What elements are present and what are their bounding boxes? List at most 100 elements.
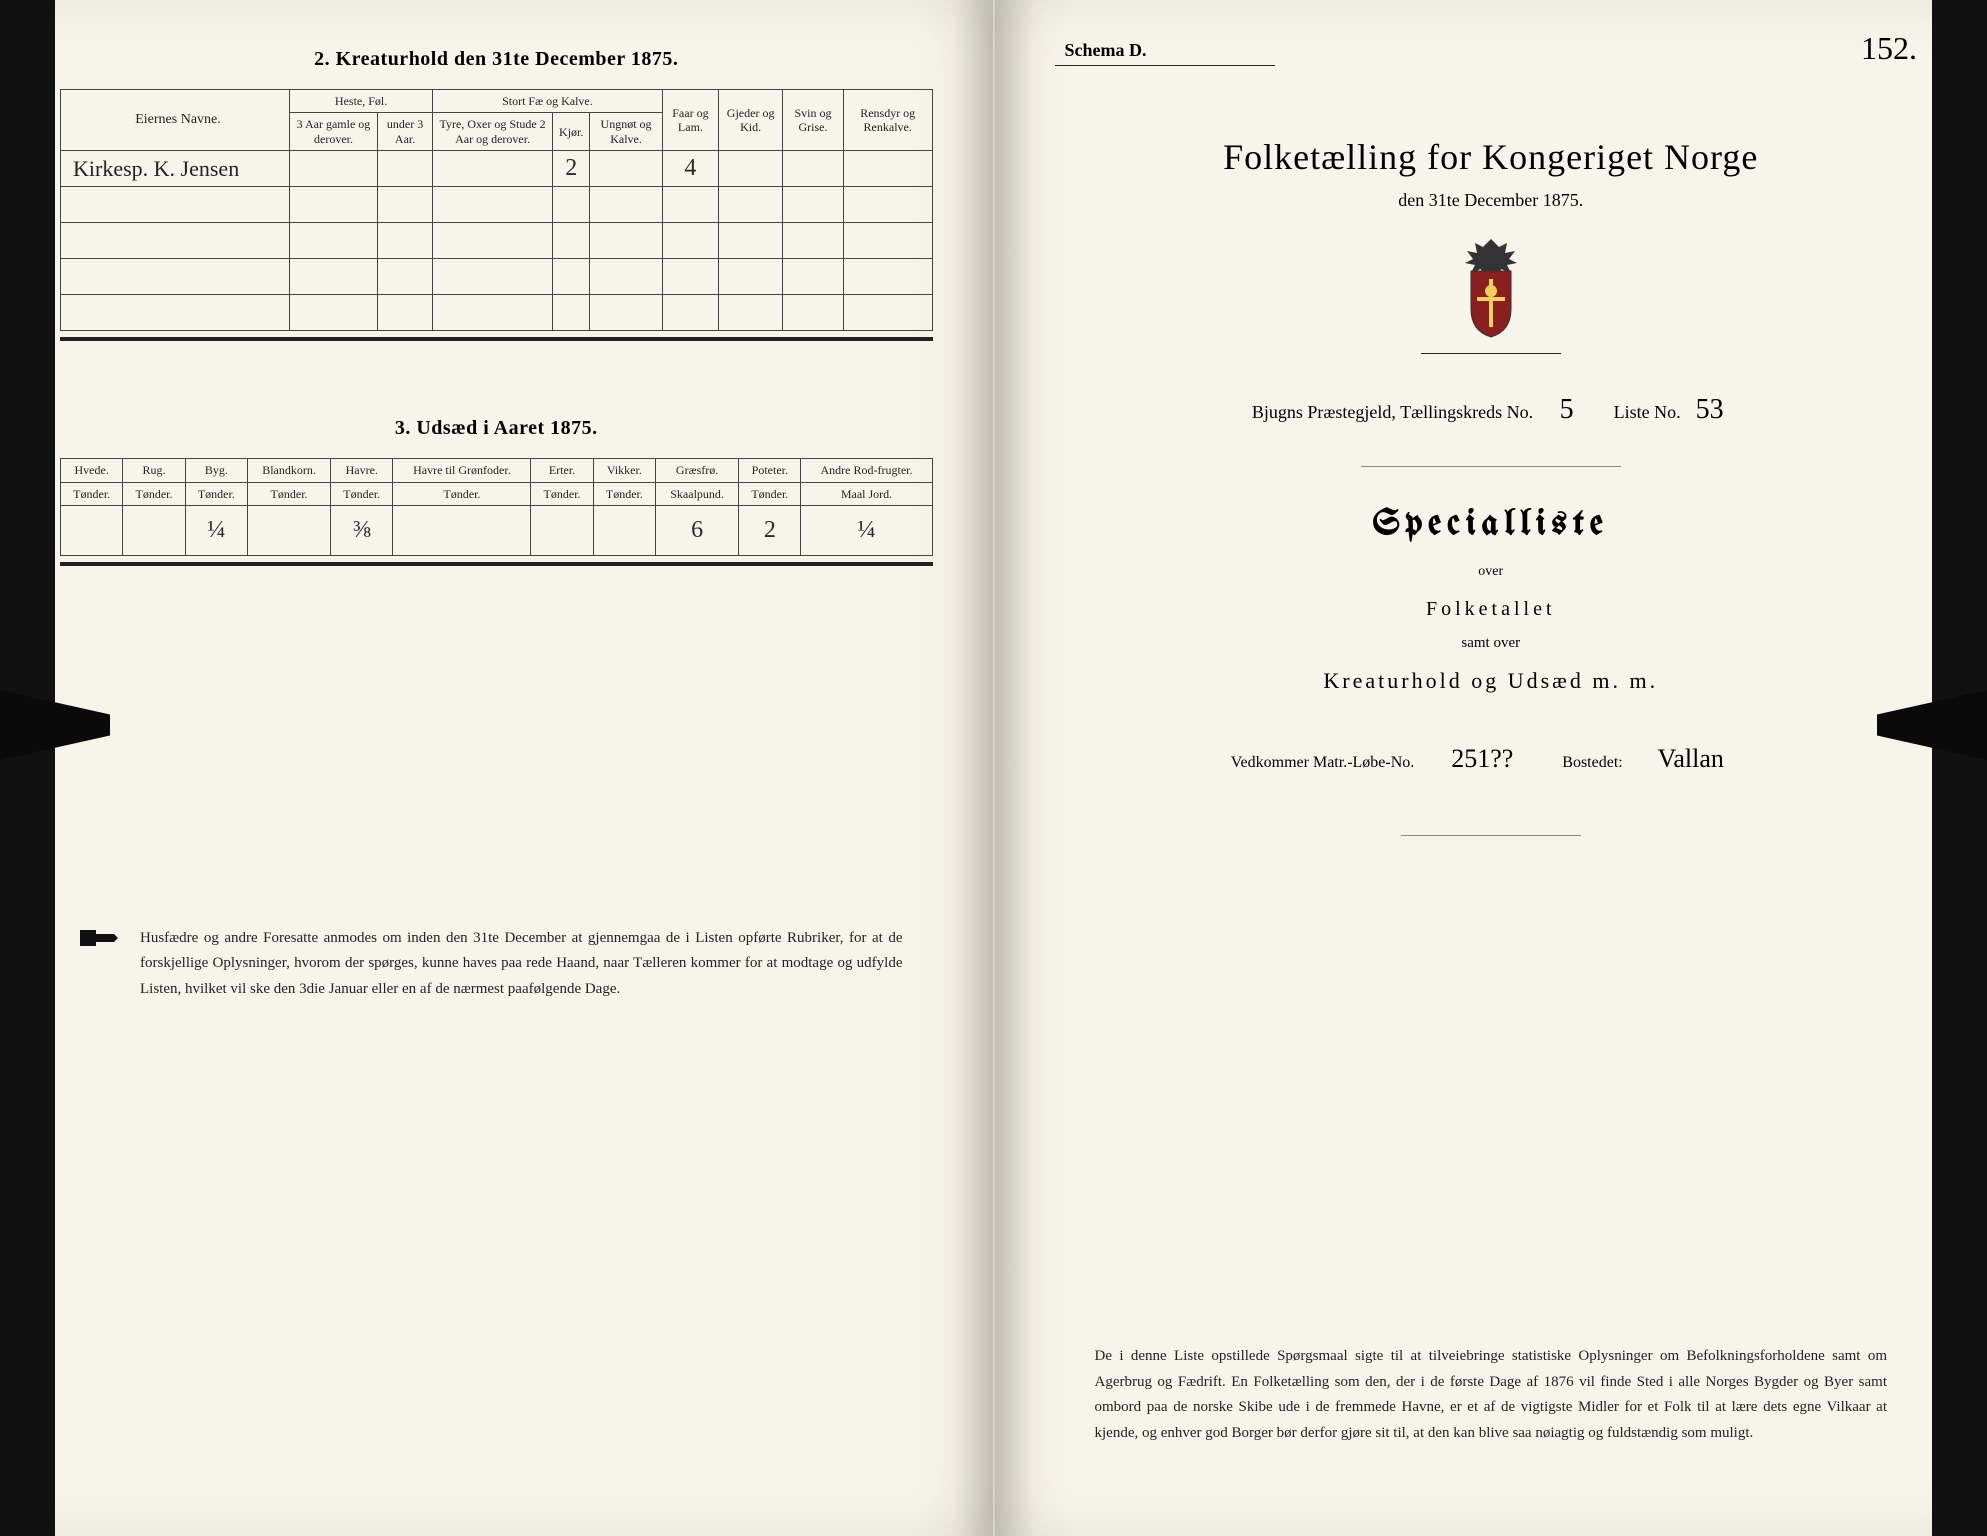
right-page: Schema D. 152. Folketælling for Kongerig… [995,0,1987,1536]
value-cell [377,259,432,295]
value-cell [719,295,783,331]
group-stort: Stort Fæ og Kalve. [433,90,663,113]
value-cell [662,295,718,331]
spine-shadow [953,0,993,1536]
divider-2 [1401,835,1581,836]
kreatur-line: Kreaturhold og Udsæd m. m. [1055,668,1928,694]
value-cell [783,151,844,187]
subtitle: den 31te December 1875. [1055,190,1928,211]
section2-title: 2. Kreaturhold den 31te December 1875. [60,48,933,71]
value-cell: 2 [553,151,590,187]
col-havre: Havre. [331,459,393,482]
value-cell [590,295,662,331]
col-faar: Faar og Lam. [662,90,718,151]
unit-andre: Maal Jord. [801,482,932,505]
value-cell [553,259,590,295]
value-cell [843,187,932,223]
kreaturhold-table: Eiernes Navne. Heste, Føl. Stort Fæ og K… [60,89,933,331]
section3-title: 3. Udsæd i Aaret 1875. [60,417,933,440]
value-cell [553,223,590,259]
book-spread: 2. Kreaturhold den 31te December 1875. E… [0,0,1987,1536]
value-cell [719,223,783,259]
left-page: 2. Kreaturhold den 31te December 1875. E… [0,0,995,1536]
value-rug [123,505,185,555]
specialliste-heading: Specialliste [1055,507,1928,544]
value-cell [433,151,553,187]
value-cell [843,223,932,259]
group-heste: Heste, Føl. [290,90,433,113]
table-row [61,259,933,295]
left-footnote: Husfædre og andre Foresatte anmodes om i… [60,926,933,1003]
value-vikker [593,505,655,555]
unit-havre: Tønder. [331,482,393,505]
value-cell [719,151,783,187]
value-hvede [61,505,123,555]
liste-label: Liste No. [1614,402,1681,422]
book-edge-left [0,0,55,1536]
unit-graesfro: Skaalpund. [656,482,739,505]
divider-1 [1361,466,1621,467]
value-cell [377,295,432,331]
col-stort-b: Kjør. [553,113,590,151]
value-cell [433,187,553,223]
book-edge-right [1932,0,1987,1536]
value-cell [590,187,662,223]
value-andre: ¼ [801,505,932,555]
value-cell [843,259,932,295]
value-cell [290,259,378,295]
col-andre: Andre Rod-frugter. [801,459,932,482]
matr-no: 251?? [1422,744,1542,775]
value-cell [843,295,932,331]
col-gjeder: Gjeder og Kid. [719,90,783,151]
unit-hvede: Tønder. [61,482,123,505]
value-cell [377,151,432,187]
value-graesfro: 6 [656,505,739,555]
value-byg: ¼ [185,505,247,555]
col-heste-b: under 3 Aar. [377,113,432,151]
unit-havre_gron: Tønder. [393,482,531,505]
value-cell [662,187,718,223]
kreds-no: 5 [1547,394,1587,426]
table-row [61,223,933,259]
spine-shadow-right [995,0,1035,1536]
col-svin: Svin og Grise. [783,90,844,151]
value-cell [719,187,783,223]
col-graesfro: Græsfrø. [656,459,739,482]
left-footnote-text: Husfædre og andre Foresatte anmodes om i… [140,930,903,997]
value-cell [783,259,844,295]
unit-erter: Tønder. [531,482,593,505]
value-cell: 4 [662,151,718,187]
meta-prefix: Bjugns Præstegjeld, Tællingskreds No. [1252,402,1533,422]
value-cell [590,151,662,187]
value-cell [783,295,844,331]
folketallet-label: Folketallet [1055,598,1928,621]
col-havre_gron: Havre til Grønfoder. [393,459,531,482]
owner-cell [61,295,290,331]
value-erter [531,505,593,555]
value-cell [290,151,378,187]
samt-over-label: samt over [1055,635,1928,652]
col-poteter: Poteter. [739,459,801,482]
table-row [61,187,933,223]
value-cell [553,187,590,223]
col-stort-c: Ungnøt og Kalve. [590,113,662,151]
value-cell [719,259,783,295]
col-vikker: Vikker. [593,459,655,482]
unit-vikker: Tønder. [593,482,655,505]
unit-blandkorn: Tønder. [247,482,330,505]
value-cell [783,223,844,259]
value-cell [290,187,378,223]
value-cell [662,259,718,295]
value-cell [783,187,844,223]
owner-cell: Kirkesp. K. Jensen [61,151,290,187]
unit-byg: Tønder. [185,482,247,505]
value-cell [662,223,718,259]
main-title: Folketælling for Kongeriget Norge [1055,136,1928,178]
value-cell [590,259,662,295]
folio-number: 152. [1861,30,1917,67]
value-cell [377,223,432,259]
table-row [61,295,933,331]
vedkommer-prefix: Vedkommer Matr.-Løbe-No. [1231,754,1415,771]
coat-of-arms-icon [1451,239,1531,339]
value-poteter: 2 [739,505,801,555]
